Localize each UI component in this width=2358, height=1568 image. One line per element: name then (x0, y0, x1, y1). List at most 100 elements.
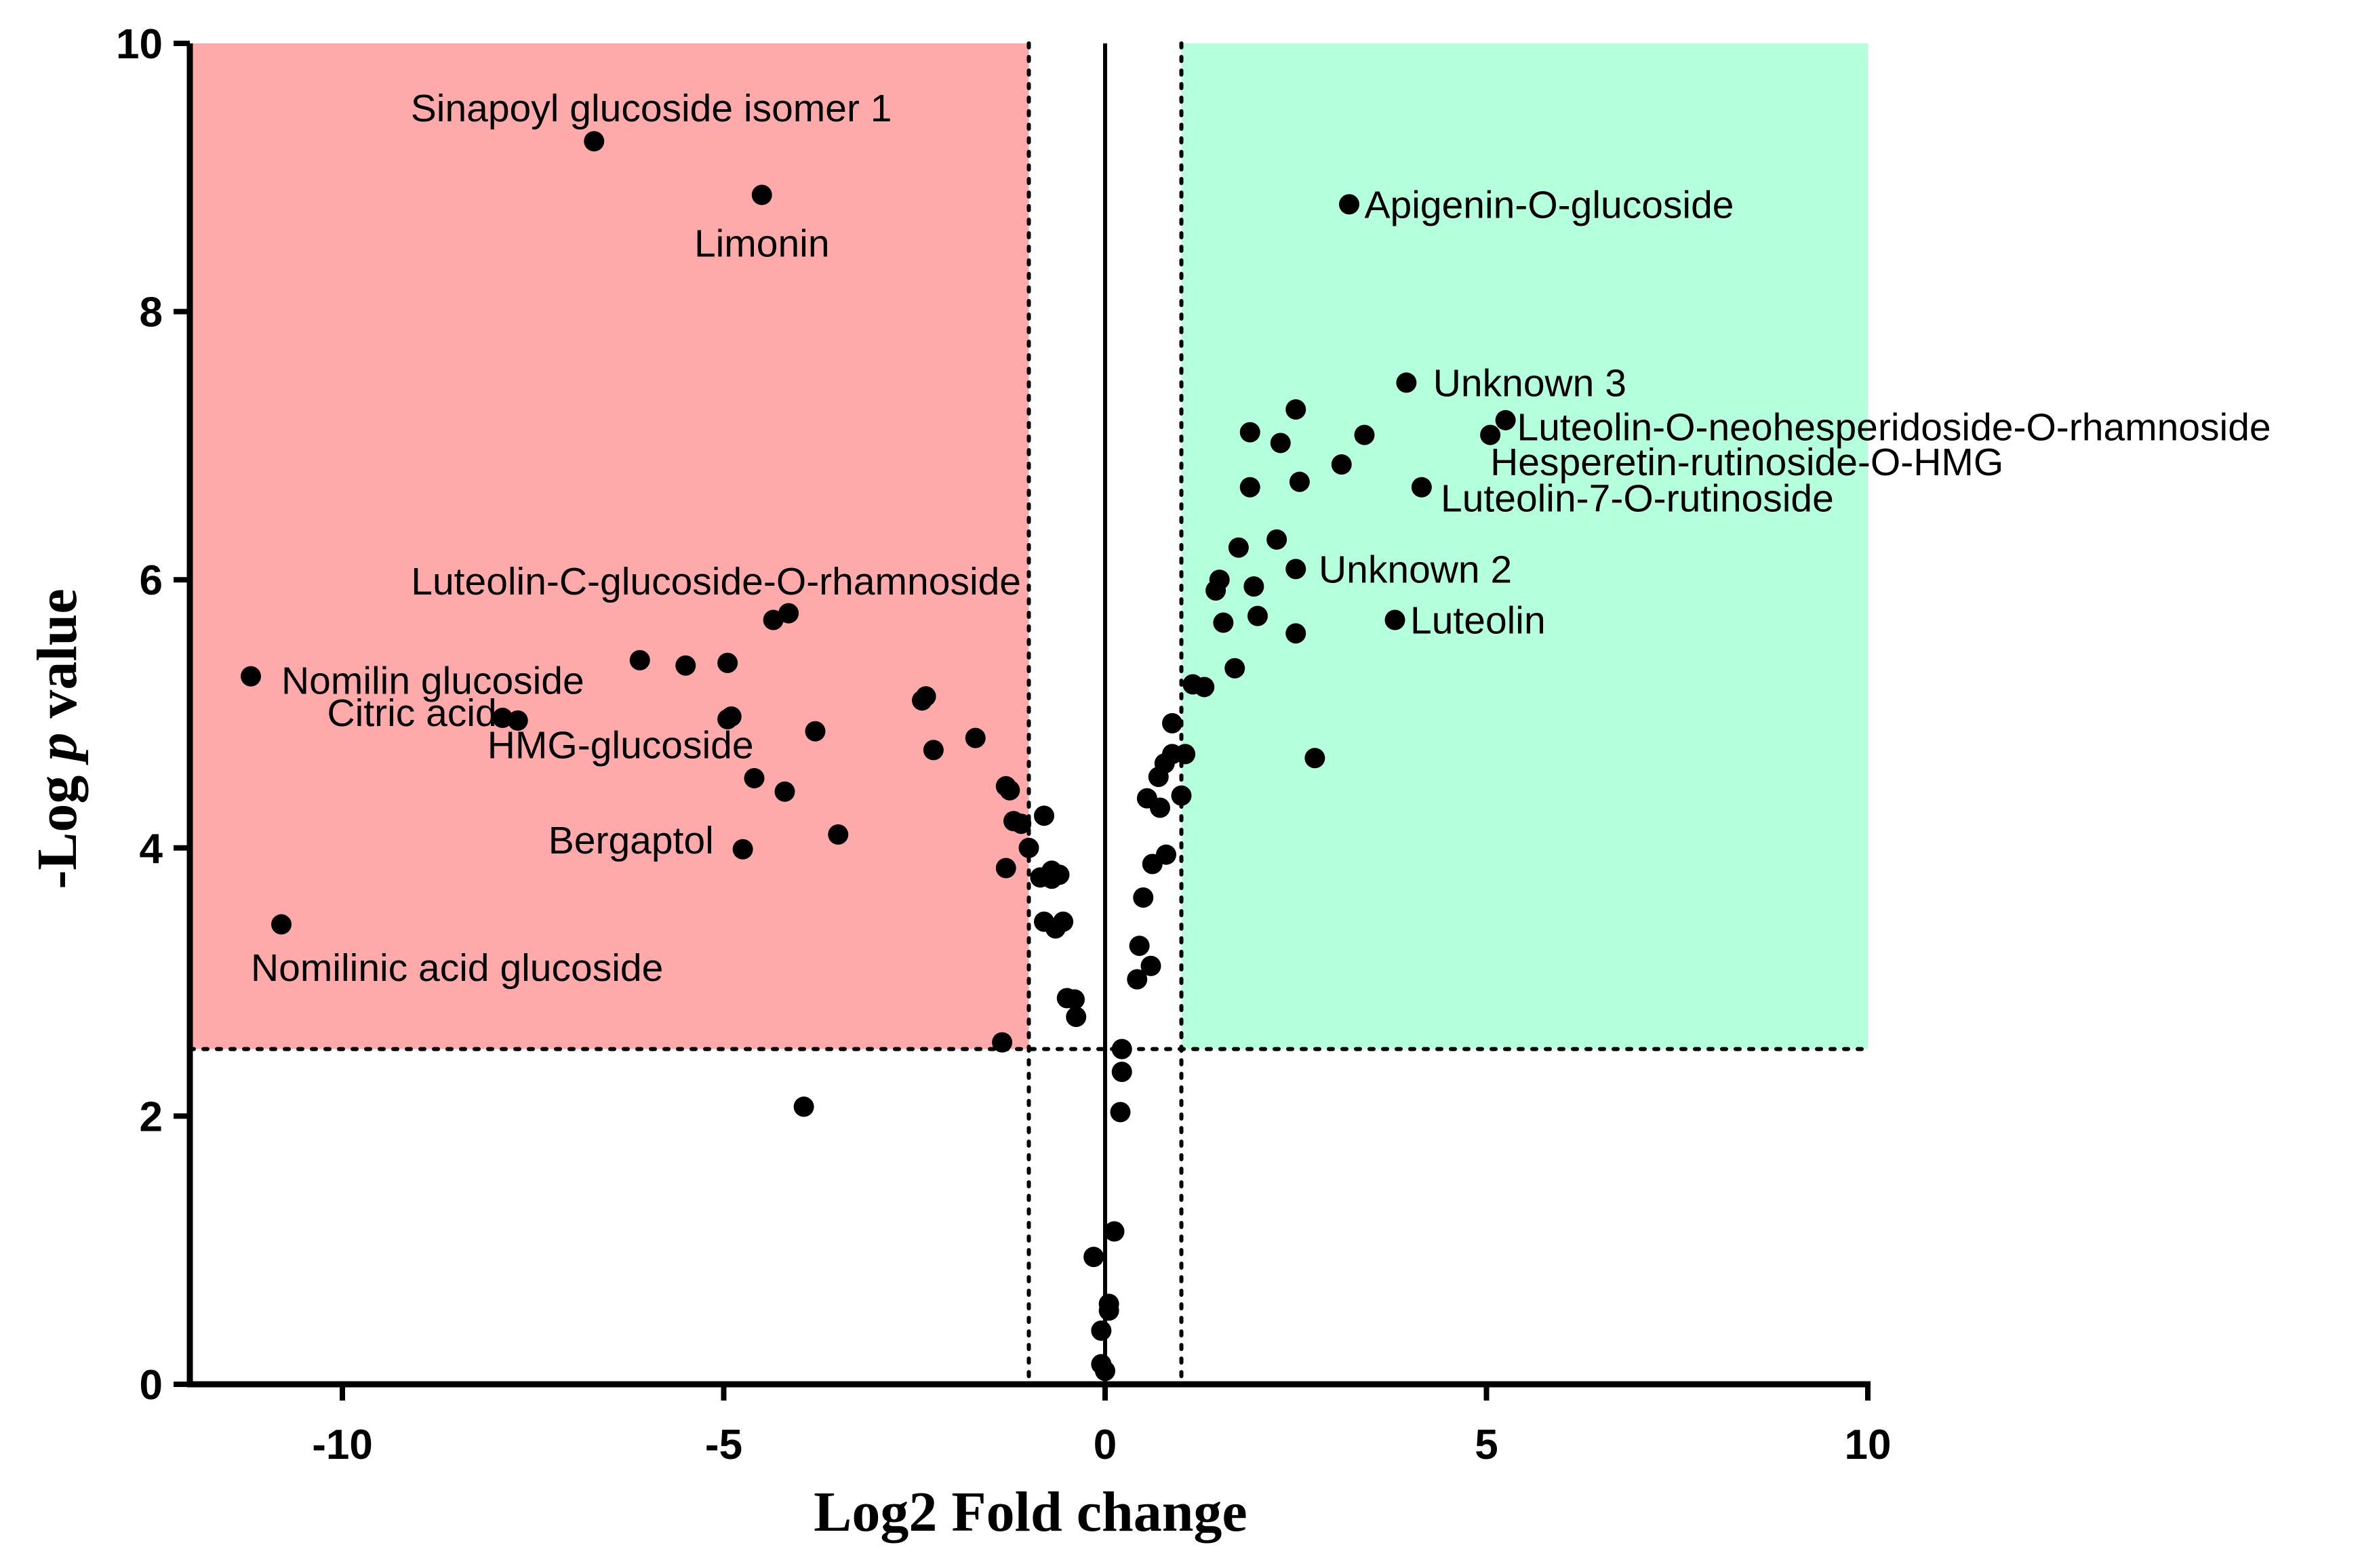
data-point (1162, 712, 1182, 733)
up-regulated-region (1181, 43, 1868, 1049)
x-axis-title: Log2 Fold change (814, 1481, 1247, 1544)
point-label: Luteolin-7-O-rutinoside (1441, 477, 1834, 521)
data-point (1495, 409, 1516, 430)
point-annotations: Sinapoyl glucoside isomer 1 Limonin Apigen… (251, 87, 2271, 990)
data-point (1066, 1007, 1087, 1028)
point-label: Luteolin-O-neohesperidoside-O-rhamnoside (1517, 406, 2271, 449)
point-label: Bergaptol (548, 819, 714, 862)
data-point (805, 721, 826, 742)
down-regulated-region (190, 43, 1029, 1049)
y-tick-label: 6 (140, 557, 163, 604)
data-point (717, 652, 738, 673)
data-point (999, 780, 1020, 801)
data-point (629, 649, 650, 670)
point-label: Unknown 3 (1433, 361, 1626, 405)
point-label: HMG-glucoside (487, 723, 754, 767)
data-point (1480, 424, 1501, 445)
x-tick-label: -10 (312, 1422, 373, 1468)
data-point (1243, 576, 1264, 597)
x-tick-label: 10 (1845, 1422, 1892, 1468)
data-point (1239, 477, 1260, 498)
data-points (241, 131, 1516, 1382)
data-point (1110, 1102, 1131, 1123)
data-point (1083, 1247, 1104, 1268)
data-point (778, 603, 799, 624)
point-label: Luteolin (1410, 599, 1546, 643)
point-label: Sinapoyl glucoside isomer 1 (411, 87, 892, 130)
data-point (1171, 785, 1192, 806)
data-point (828, 824, 849, 845)
data-point (1289, 471, 1310, 492)
data-point (1194, 677, 1215, 698)
y-axis-title: -Log p value (26, 588, 89, 889)
y-tick-label: 10 (116, 21, 163, 68)
data-point (1266, 529, 1287, 550)
y-tick-label: 4 (140, 826, 163, 872)
data-point (751, 184, 772, 205)
data-point (1285, 399, 1306, 420)
data-point (774, 781, 795, 802)
data-point (1339, 194, 1359, 215)
data-point (1104, 1221, 1125, 1242)
data-point (1011, 813, 1032, 835)
data-point (923, 740, 944, 761)
data-point (492, 707, 513, 728)
data-point (744, 767, 765, 788)
data-point (1095, 1361, 1115, 1382)
data-point (1018, 837, 1039, 858)
data-point (1354, 424, 1375, 445)
y-axis-title-italic: p (26, 733, 89, 765)
point-label: Apigenin-O-glucoside (1365, 183, 1734, 226)
data-point (1209, 569, 1230, 590)
data-point (1175, 744, 1196, 765)
data-point (584, 131, 605, 152)
data-point (1396, 372, 1417, 393)
data-point (1228, 537, 1249, 558)
data-point (1064, 989, 1085, 1010)
data-point (1331, 454, 1352, 475)
point-label: Hesperetin-rutinoside-O-HMG (1490, 441, 2003, 484)
point-label: Luteolin-C-glucoside-O-rhamnoside (411, 560, 1021, 603)
data-point (1285, 559, 1306, 580)
data-point (1127, 969, 1148, 990)
y-tick-label: 8 (140, 289, 163, 336)
data-point (995, 858, 1016, 879)
data-point (1224, 658, 1245, 679)
data-point (1213, 612, 1234, 633)
data-point (793, 1096, 814, 1117)
data-point (1384, 609, 1405, 630)
data-point (763, 609, 784, 630)
data-point (1304, 748, 1325, 769)
x-tick-label: -5 (705, 1422, 742, 1468)
data-point (1411, 477, 1432, 498)
data-point (271, 914, 292, 935)
data-point (1133, 887, 1154, 908)
data-point (1285, 623, 1306, 644)
y-tick-label: 0 (140, 1362, 163, 1409)
data-point (1140, 955, 1161, 976)
data-point (1270, 433, 1291, 454)
data-point (1247, 605, 1268, 626)
data-point (241, 666, 261, 687)
data-point (1034, 805, 1054, 826)
data-point (1239, 422, 1260, 443)
data-point (1091, 1320, 1112, 1341)
x-tick-label: 0 (1094, 1422, 1117, 1468)
threshold-lines (188, 41, 1870, 1386)
point-label: Unknown 2 (1319, 548, 1512, 591)
point-label: Nomilinic acid glucoside (251, 946, 663, 990)
data-point (675, 655, 696, 676)
y-axis-title-prefix: -Log (26, 761, 89, 889)
point-label: Citric acid (327, 691, 497, 735)
data-point (992, 1032, 1013, 1053)
data-point (1129, 936, 1150, 957)
data-point (1111, 1039, 1132, 1060)
data-point (507, 710, 528, 731)
data-point (1156, 844, 1176, 865)
y-axis-title-suffix: value (26, 588, 89, 732)
data-point (732, 839, 753, 860)
data-point (915, 686, 936, 707)
data-point (1111, 1062, 1132, 1083)
data-point (1049, 864, 1070, 885)
